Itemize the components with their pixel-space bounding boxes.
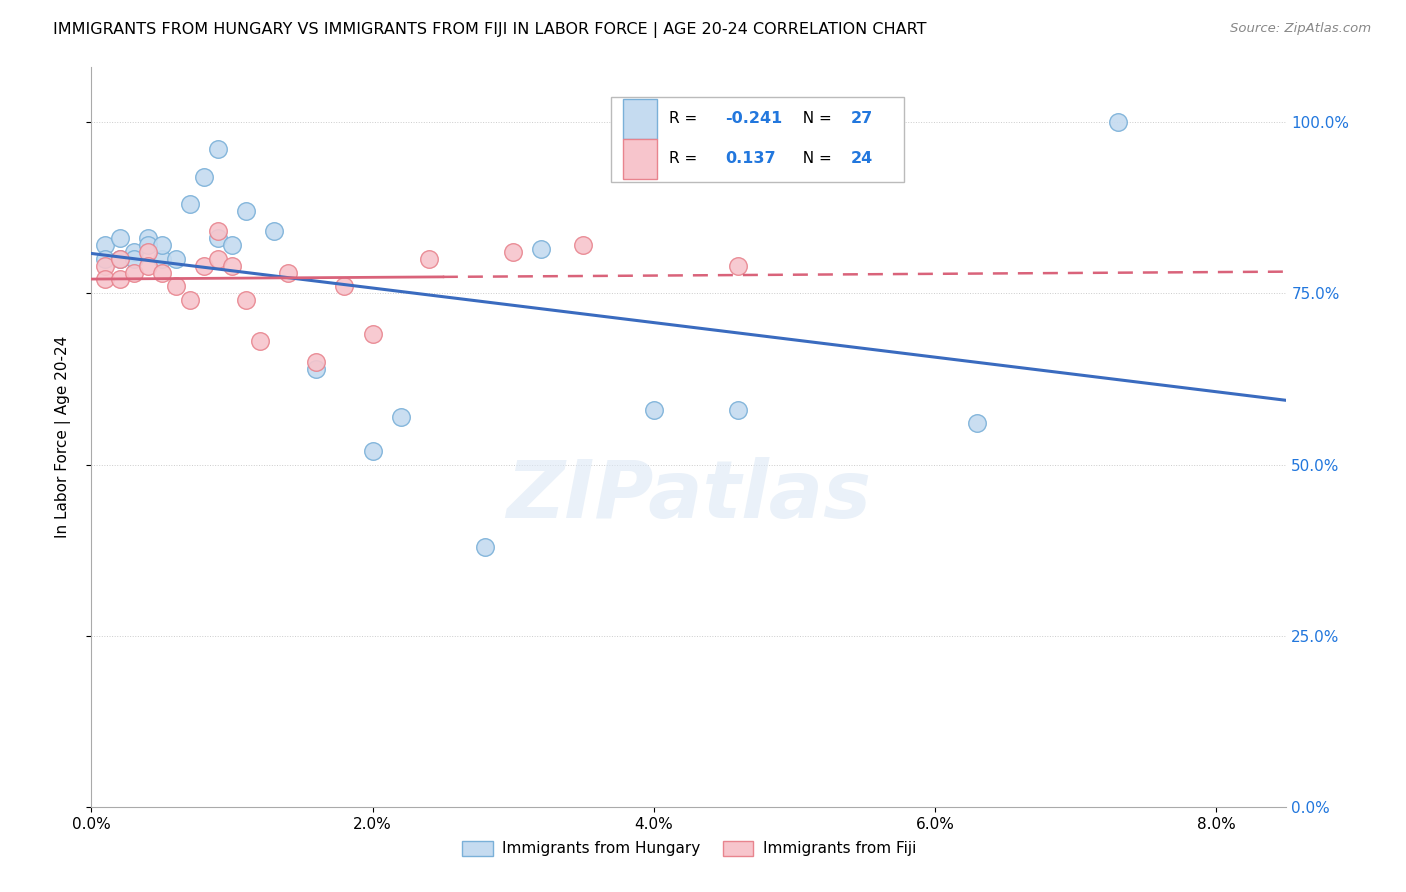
- FancyBboxPatch shape: [623, 99, 657, 139]
- Point: [249, 334, 271, 348]
- Text: N =: N =: [793, 112, 837, 126]
- Point: [502, 244, 524, 259]
- Point: [136, 231, 159, 245]
- Point: [207, 252, 229, 266]
- Point: [207, 224, 229, 238]
- Point: [235, 293, 257, 307]
- FancyBboxPatch shape: [612, 96, 904, 182]
- Point: [122, 244, 145, 259]
- Point: [572, 238, 595, 252]
- Point: [389, 409, 412, 424]
- FancyBboxPatch shape: [623, 139, 657, 179]
- Text: -0.241: -0.241: [725, 112, 782, 126]
- Point: [333, 279, 356, 293]
- Point: [530, 242, 553, 256]
- Point: [474, 540, 496, 554]
- Legend: Immigrants from Hungary, Immigrants from Fiji: Immigrants from Hungary, Immigrants from…: [456, 835, 922, 863]
- Point: [136, 238, 159, 252]
- Point: [966, 417, 988, 431]
- Point: [150, 266, 173, 280]
- Point: [221, 238, 243, 252]
- Point: [221, 259, 243, 273]
- Point: [136, 244, 159, 259]
- Point: [193, 169, 215, 184]
- Point: [108, 272, 131, 286]
- Point: [727, 259, 749, 273]
- Point: [136, 259, 159, 273]
- Point: [165, 279, 187, 293]
- Point: [207, 231, 229, 245]
- Point: [207, 142, 229, 156]
- Point: [122, 252, 145, 266]
- Point: [235, 203, 257, 218]
- Point: [361, 443, 384, 458]
- Point: [305, 354, 328, 368]
- Point: [94, 259, 117, 273]
- Y-axis label: In Labor Force | Age 20-24: In Labor Force | Age 20-24: [55, 336, 70, 538]
- Point: [1107, 114, 1129, 128]
- Point: [94, 238, 117, 252]
- Point: [193, 259, 215, 273]
- Point: [305, 361, 328, 376]
- Text: N =: N =: [793, 152, 837, 166]
- Text: IMMIGRANTS FROM HUNGARY VS IMMIGRANTS FROM FIJI IN LABOR FORCE | AGE 20-24 CORRE: IMMIGRANTS FROM HUNGARY VS IMMIGRANTS FR…: [53, 22, 927, 38]
- Point: [150, 238, 173, 252]
- Point: [108, 252, 131, 266]
- Point: [165, 252, 187, 266]
- Point: [643, 402, 665, 417]
- Point: [418, 252, 440, 266]
- Point: [94, 272, 117, 286]
- Point: [263, 224, 285, 238]
- Point: [727, 402, 749, 417]
- Point: [361, 327, 384, 342]
- Point: [94, 252, 117, 266]
- Text: 27: 27: [851, 112, 873, 126]
- Text: 24: 24: [851, 152, 873, 166]
- Text: ZIPatlas: ZIPatlas: [506, 458, 872, 535]
- Point: [108, 231, 131, 245]
- Text: 0.137: 0.137: [725, 152, 776, 166]
- Text: R =: R =: [669, 112, 702, 126]
- Point: [108, 252, 131, 266]
- Point: [122, 266, 145, 280]
- Text: R =: R =: [669, 152, 707, 166]
- Point: [179, 197, 201, 211]
- Point: [150, 252, 173, 266]
- Point: [179, 293, 201, 307]
- Text: Source: ZipAtlas.com: Source: ZipAtlas.com: [1230, 22, 1371, 36]
- Point: [277, 266, 299, 280]
